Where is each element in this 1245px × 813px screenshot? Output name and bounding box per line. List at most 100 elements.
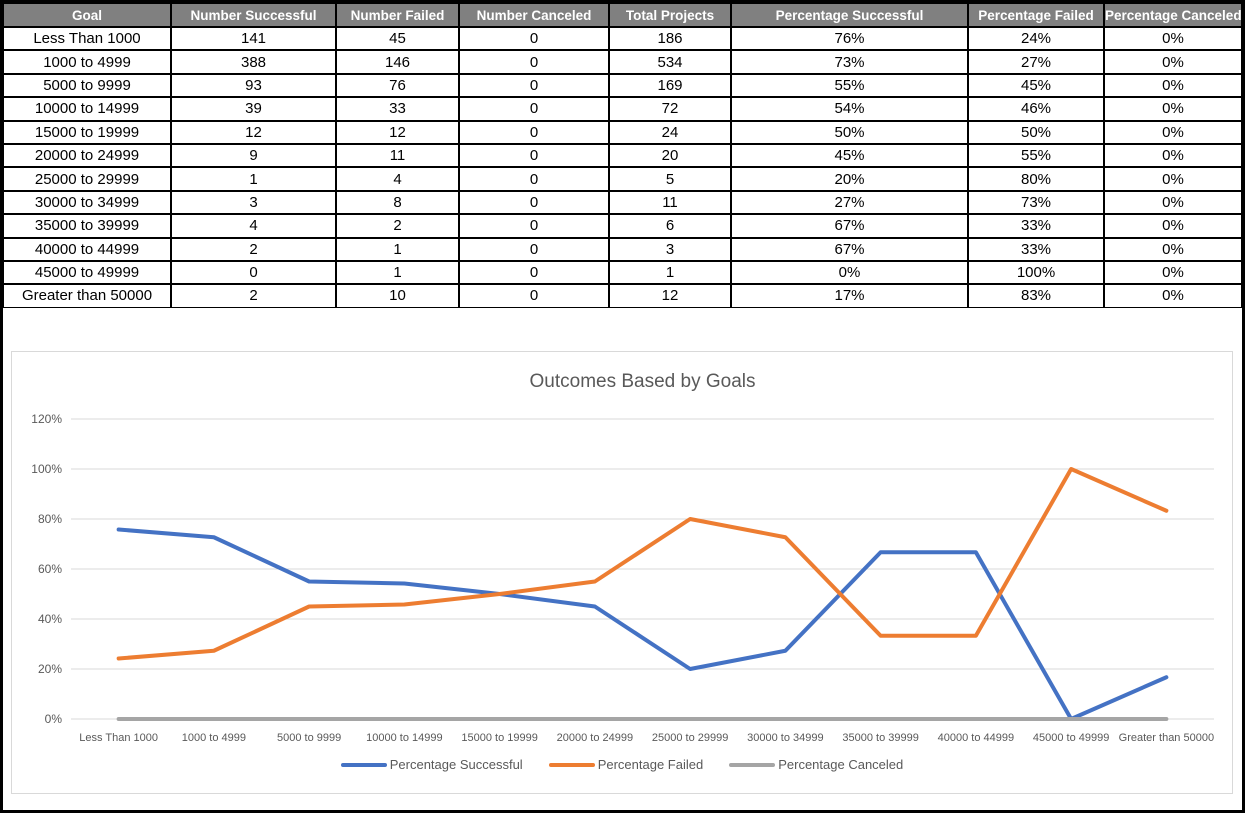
table-cell[interactable]: 0	[459, 260, 609, 285]
table-cell[interactable]: 9	[171, 143, 336, 168]
table-cell[interactable]: 15000 to 19999	[3, 120, 171, 144]
table-cell[interactable]: 55%	[731, 73, 968, 98]
table-cell[interactable]: 0%	[1104, 167, 1242, 191]
table-cell[interactable]: 11	[609, 190, 731, 215]
table-cell[interactable]: 33	[336, 97, 459, 121]
table-cell[interactable]: 76	[336, 73, 459, 98]
table-cell[interactable]: 10	[336, 284, 459, 308]
table-cell[interactable]: 33%	[968, 214, 1104, 238]
table-cell[interactable]: 0	[171, 260, 336, 285]
table-cell[interactable]: 0%	[731, 260, 968, 285]
table-cell[interactable]: 3	[609, 237, 731, 261]
table-cell[interactable]: 0%	[1104, 143, 1242, 168]
table-cell[interactable]: 8	[336, 190, 459, 215]
table-cell[interactable]: 76%	[731, 27, 968, 51]
table-cell[interactable]: 72	[609, 97, 731, 121]
table-cell[interactable]: 20000 to 24999	[3, 143, 171, 168]
table-cell[interactable]: 40000 to 44999	[3, 237, 171, 261]
table-cell[interactable]: 2	[336, 214, 459, 238]
table-cell[interactable]: 1	[171, 167, 336, 191]
table-cell[interactable]: 67%	[731, 214, 968, 238]
table-cell[interactable]: 27%	[731, 190, 968, 215]
table-cell[interactable]: 4	[171, 214, 336, 238]
outcomes-chart[interactable]: Outcomes Based by Goals 0% 20% 40% 60% 80% 10…	[11, 351, 1233, 794]
table-cell[interactable]: 46%	[968, 97, 1104, 121]
table-cell[interactable]: 0	[459, 237, 609, 261]
table-cell[interactable]: 1	[609, 260, 731, 285]
table-cell[interactable]: 33%	[968, 237, 1104, 261]
table-cell[interactable]: 0	[459, 97, 609, 121]
table-cell[interactable]: 146	[336, 50, 459, 74]
legend-item-percentage-failed[interactable]: Percentage Failed	[548, 757, 703, 772]
table-cell[interactable]: 10000 to 14999	[3, 97, 171, 121]
table-cell[interactable]: 20	[609, 143, 731, 168]
table-cell[interactable]: 73%	[731, 50, 968, 74]
table-cell[interactable]: 50%	[968, 120, 1104, 144]
table-cell[interactable]: 0	[459, 190, 609, 215]
table-cell[interactable]: 1000 to 4999	[3, 50, 171, 74]
table-cell[interactable]: 186	[609, 27, 731, 51]
table-cell[interactable]: 388	[171, 50, 336, 74]
table-cell[interactable]: 4	[336, 167, 459, 191]
column-header-number-successful[interactable]: Number Successful	[171, 3, 336, 27]
table-cell[interactable]: 6	[609, 214, 731, 238]
table-cell[interactable]: 12	[171, 120, 336, 144]
table-cell[interactable]: 11	[336, 143, 459, 168]
table-cell[interactable]: 1	[336, 260, 459, 285]
table-cell[interactable]: 45	[336, 27, 459, 51]
column-header-number-failed[interactable]: Number Failed	[336, 3, 459, 27]
table-cell[interactable]: 0	[459, 284, 609, 308]
table-cell[interactable]: 0	[459, 167, 609, 191]
table-cell[interactable]: 0	[459, 143, 609, 168]
table-cell[interactable]: 25000 to 29999	[3, 167, 171, 191]
table-cell[interactable]: 0%	[1104, 73, 1242, 98]
table-cell[interactable]: 73%	[968, 190, 1104, 215]
legend-item-percentage-successful[interactable]: Percentage Successful	[340, 757, 523, 772]
table-cell[interactable]: 0%	[1104, 190, 1242, 215]
column-header-percentage-failed[interactable]: Percentage Failed	[968, 3, 1104, 27]
table-cell[interactable]: 45%	[968, 73, 1104, 98]
series-line-percentage-failed[interactable]	[116, 467, 1169, 661]
column-header-percentage-canceled[interactable]: Percentage Canceled	[1104, 3, 1242, 27]
table-cell[interactable]: 2	[171, 237, 336, 261]
table-cell[interactable]: Less Than 1000	[3, 27, 171, 51]
table-cell[interactable]: 17%	[731, 284, 968, 308]
table-cell[interactable]: 39	[171, 97, 336, 121]
table-cell[interactable]: 0%	[1104, 97, 1242, 121]
table-cell[interactable]: 12	[336, 120, 459, 144]
table-cell[interactable]: 50%	[731, 120, 968, 144]
table-cell[interactable]: 5000 to 9999	[3, 73, 171, 98]
column-header-total-projects[interactable]: Total Projects	[609, 3, 731, 27]
table-cell[interactable]: 45000 to 49999	[3, 260, 171, 285]
table-cell[interactable]: 0%	[1104, 27, 1242, 51]
table-cell[interactable]: Greater than 50000	[3, 284, 171, 308]
table-cell[interactable]: 55%	[968, 143, 1104, 168]
table-cell[interactable]: 1	[336, 237, 459, 261]
series-line-percentage-successful[interactable]	[116, 527, 1169, 721]
table-cell[interactable]: 0	[459, 214, 609, 238]
table-cell[interactable]: 24%	[968, 27, 1104, 51]
table-cell[interactable]: 3	[171, 190, 336, 215]
table-cell[interactable]: 5	[609, 167, 731, 191]
column-header-number-canceled[interactable]: Number Canceled	[459, 3, 609, 27]
table-cell[interactable]: 30000 to 34999	[3, 190, 171, 215]
table-cell[interactable]: 2	[171, 284, 336, 308]
table-cell[interactable]: 20%	[731, 167, 968, 191]
table-cell[interactable]: 83%	[968, 284, 1104, 308]
column-header-percentage-successful[interactable]: Percentage Successful	[731, 3, 968, 27]
table-cell[interactable]: 27%	[968, 50, 1104, 74]
table-cell[interactable]: 169	[609, 73, 731, 98]
legend-item-percentage-canceled[interactable]: Percentage Canceled	[729, 757, 903, 772]
table-cell[interactable]: 67%	[731, 237, 968, 261]
table-cell[interactable]: 0	[459, 73, 609, 98]
table-cell[interactable]: 80%	[968, 167, 1104, 191]
table-cell[interactable]: 0%	[1104, 214, 1242, 238]
table-cell[interactable]: 0	[459, 27, 609, 51]
table-cell[interactable]: 141	[171, 27, 336, 51]
table-cell[interactable]: 35000 to 39999	[3, 214, 171, 238]
table-cell[interactable]: 93	[171, 73, 336, 98]
table-cell[interactable]: 0%	[1104, 260, 1242, 285]
table-cell[interactable]: 0%	[1104, 50, 1242, 74]
table-cell[interactable]: 100%	[968, 260, 1104, 285]
table-cell[interactable]: 45%	[731, 143, 968, 168]
